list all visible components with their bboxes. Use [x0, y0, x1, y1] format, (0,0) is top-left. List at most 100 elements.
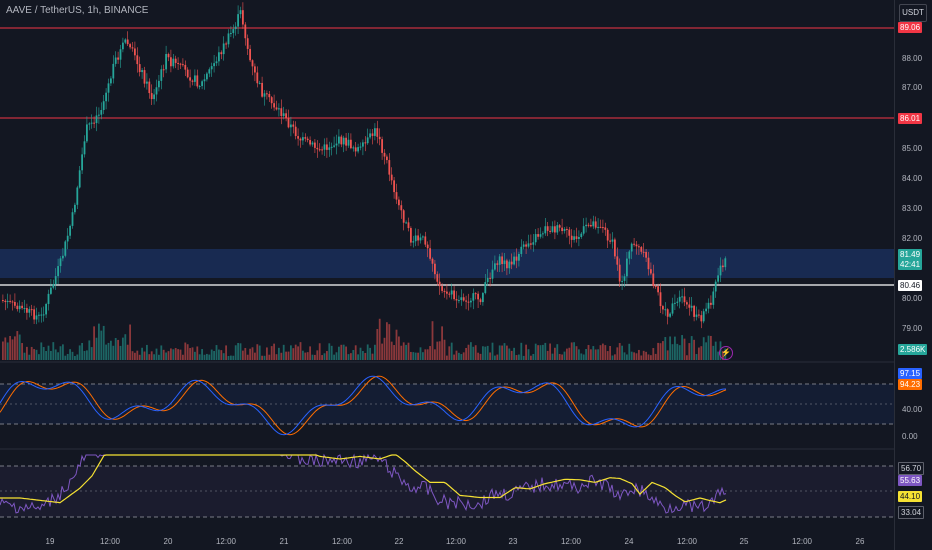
volume-bar [537, 345, 539, 360]
volume-bar [402, 342, 405, 360]
stoch-axis-label: 40.00 [902, 405, 923, 414]
volume-bar [249, 348, 251, 360]
candle-body [431, 258, 434, 264]
candle-body [395, 192, 398, 200]
candle-body [71, 212, 74, 226]
volume-bar [664, 337, 667, 360]
candle-body [366, 137, 369, 144]
candle-body [371, 133, 374, 136]
volume-bar [441, 326, 443, 360]
volume-bar [50, 350, 52, 360]
candle-body [465, 300, 467, 302]
volume-bar [520, 342, 523, 360]
volume-bar [297, 346, 299, 360]
volume-bar [40, 342, 43, 360]
candle-body [693, 305, 695, 317]
candle-body [314, 142, 316, 148]
volume-bar [477, 352, 479, 360]
time-axis-label: 12:00 [99, 537, 121, 546]
candle-body [9, 300, 11, 302]
volume-bar [414, 352, 417, 360]
volume-bar [446, 355, 448, 360]
candle-body [172, 58, 175, 67]
rsi-ma-line [0, 454, 727, 504]
volume-bar [38, 354, 40, 360]
volume-bar [294, 344, 297, 360]
volume-bar [309, 346, 311, 360]
candle-body [33, 309, 35, 320]
volume-bar [347, 354, 350, 360]
candle-body [669, 313, 671, 317]
candle-body [700, 315, 703, 322]
candle-body [474, 293, 477, 295]
candle-body [179, 63, 182, 65]
volume-bar [671, 344, 674, 360]
volume-bar [141, 347, 143, 360]
candle-body [470, 300, 472, 303]
candle-body [530, 243, 532, 245]
price-axis-label: 87.00 [902, 83, 923, 92]
candle-body [587, 224, 590, 226]
volume-bar [419, 347, 422, 360]
price-axis-label: 82.00 [902, 234, 923, 243]
volume-bar [690, 336, 693, 360]
candle-body [438, 281, 441, 287]
candle-body [611, 239, 614, 242]
candle-body [213, 63, 215, 67]
volume-bar [525, 344, 527, 360]
volume-bar [196, 346, 199, 360]
volume-bar [599, 345, 602, 360]
volume-bar [146, 344, 148, 360]
candle-body [275, 107, 278, 110]
volume-bar [74, 355, 76, 360]
volume-bar [534, 343, 537, 360]
candle-body [4, 300, 7, 303]
volume-bar [225, 345, 227, 360]
candle-body [191, 80, 194, 82]
candle-body [688, 304, 691, 308]
candle-body [525, 244, 527, 247]
volume-bar [491, 342, 494, 360]
volume-bar [153, 354, 155, 360]
candle-body [573, 236, 575, 240]
volume-bar [388, 324, 391, 360]
time-axis-label: 12:00 [331, 537, 353, 546]
candle-body [350, 139, 352, 149]
volume-bar [486, 345, 489, 360]
volume-bar [626, 354, 628, 360]
price-axis-label: 79.00 [902, 324, 923, 333]
volume-bar [407, 342, 410, 360]
volume-bar [606, 351, 609, 360]
volume-bar [522, 355, 525, 360]
lightning-icon[interactable]: ⚡ [719, 346, 733, 360]
volume-bar [359, 347, 362, 360]
candle-body [340, 136, 343, 145]
candle-body [16, 305, 19, 310]
volume-bar [54, 349, 57, 360]
volume-bar [119, 345, 122, 360]
volume-bar [510, 350, 513, 360]
candle-body [330, 146, 333, 148]
candle-body [143, 70, 146, 84]
volume-bar [184, 342, 187, 360]
volume-bar [678, 345, 681, 360]
currency-button[interactable]: USDT [899, 4, 927, 22]
candle-body [393, 180, 395, 193]
volume-bar [506, 345, 508, 360]
candle-body [484, 282, 487, 294]
volume-bar [275, 354, 278, 360]
candle-body [119, 49, 122, 60]
candle-body [558, 225, 561, 228]
volume-bar [201, 349, 203, 360]
candle-body [258, 82, 261, 84]
volume-bar [280, 352, 283, 360]
symbol-title[interactable]: AAVE / TetherUS, 1h, BINANCE [6, 5, 149, 16]
candle-body [436, 274, 439, 282]
volume-bar [64, 355, 67, 360]
candle-body [654, 285, 657, 287]
volume-bar [604, 345, 607, 360]
volume-bar [609, 345, 611, 360]
candle-body [95, 115, 98, 124]
volume-bar [647, 354, 650, 360]
